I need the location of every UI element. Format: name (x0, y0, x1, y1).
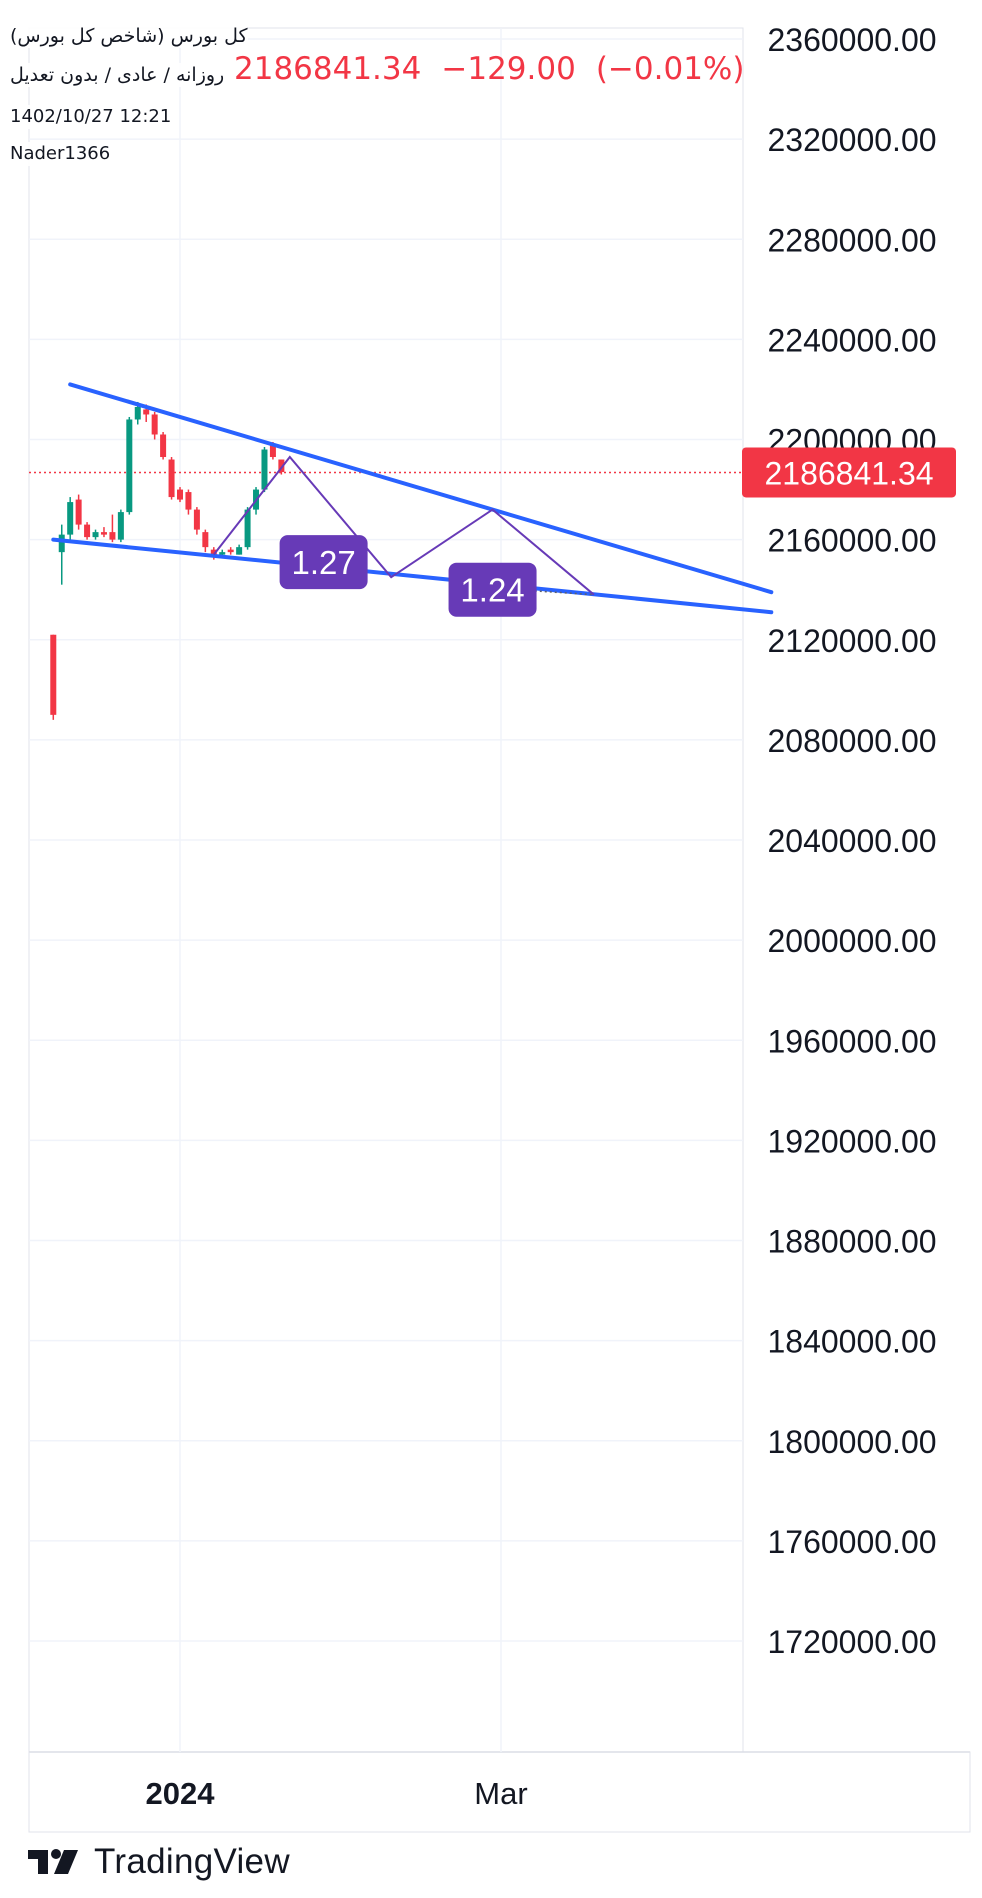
price-tick-label: 1760000.00 (767, 1524, 936, 1560)
time-tick-label: Mar (474, 1776, 527, 1811)
price-tick-label: 1880000.00 (767, 1224, 936, 1260)
candle-down (109, 532, 116, 540)
candle-up (92, 532, 99, 538)
candle-down (227, 549, 234, 553)
price-tick-label: 2160000.00 (767, 523, 936, 559)
last-price-tag[interactable] (742, 447, 956, 498)
candle-up (117, 512, 124, 540)
legend-change: −129.00 (441, 51, 576, 87)
price-change-legend: 2186841.34 −129.00 (−0.01%) (234, 51, 744, 87)
candle-down (168, 459, 175, 498)
drawings[interactable]: 1.27 1.24 (51, 382, 774, 617)
price-tick-label: 1720000.00 (767, 1624, 936, 1660)
chart-datetime: 1402/10/27 12:21 (10, 105, 172, 129)
ratio-label-box[interactable] (279, 535, 368, 590)
candle-down (50, 634, 57, 715)
price-tick-label: 1840000.00 (767, 1324, 936, 1360)
price-tick-label: 2240000.00 (767, 322, 936, 358)
price-tick-label: 2000000.00 (767, 923, 936, 959)
candle-down (202, 532, 209, 548)
legend-last-price: 2186841.34 (234, 51, 422, 87)
tradingview-wordmark: TradingView (94, 1842, 290, 1881)
symbol-title: کل بورس (شاخص کل بورس) (10, 24, 248, 48)
ratio-label-text: 1.27 (291, 544, 355, 581)
price-tick-label: 2120000.00 (767, 623, 936, 659)
grid (28, 27, 971, 1833)
lower-trendline[interactable] (51, 537, 774, 615)
price-axis[interactable]: 2360000.00 2320000.00 2280000.00 2240000.00… (742, 22, 956, 1660)
legend-change-percent: (−0.01%) (595, 51, 745, 87)
time-axis[interactable]: 2024 Mar (146, 1776, 528, 1811)
price-tick-label: 2360000.00 (767, 22, 936, 58)
candle-up (58, 534, 65, 553)
price-tick-label: 2320000.00 (767, 122, 936, 158)
candle-down (75, 499, 82, 525)
price-tick-label: 2080000.00 (767, 723, 936, 759)
author-name: Nader1366 (10, 142, 111, 166)
price-tick-label: 2280000.00 (767, 222, 936, 258)
candle-down (84, 524, 91, 538)
candle-down (193, 509, 200, 530)
price-tick-label: 1920000.00 (767, 1123, 936, 1159)
candle-down (269, 444, 276, 458)
projection-path[interactable] (213, 455, 595, 596)
candle-up (236, 547, 243, 555)
candle-down (177, 489, 183, 500)
plot-frame (28, 27, 744, 1753)
tradingview-branding[interactable]: TradingView (28, 1842, 290, 1882)
candle-down (160, 434, 167, 458)
time-tick-label: 2024 (146, 1776, 216, 1811)
candles (50, 401, 285, 720)
candle-up (219, 552, 226, 555)
chart-settings: روزانه / عادی / بدون تعدیل (10, 63, 225, 87)
ratio-label-text: 1.24 (460, 572, 524, 609)
time-axis-frame (28, 1751, 971, 1833)
tradingview-logo-icon (28, 1849, 78, 1874)
candle-up (244, 509, 251, 548)
candle-down (210, 549, 217, 555)
price-tick-label: 2040000.00 (767, 823, 936, 859)
candle-down (100, 532, 107, 535)
price-tick-label: 1960000.00 (767, 1023, 936, 1059)
last-price-tag-text: 2186841.34 (764, 455, 933, 491)
candle-down (151, 414, 158, 435)
upper-trendline[interactable] (68, 382, 774, 595)
candle-up (134, 406, 141, 420)
ratio-label-box[interactable] (448, 562, 537, 617)
candle-up (261, 449, 268, 490)
price-tick-label: 1800000.00 (767, 1424, 936, 1460)
candle-up (126, 419, 133, 513)
candle-down (185, 492, 192, 510)
candle-down (278, 459, 285, 473)
candle-up (67, 502, 74, 535)
candle-down (143, 409, 150, 415)
